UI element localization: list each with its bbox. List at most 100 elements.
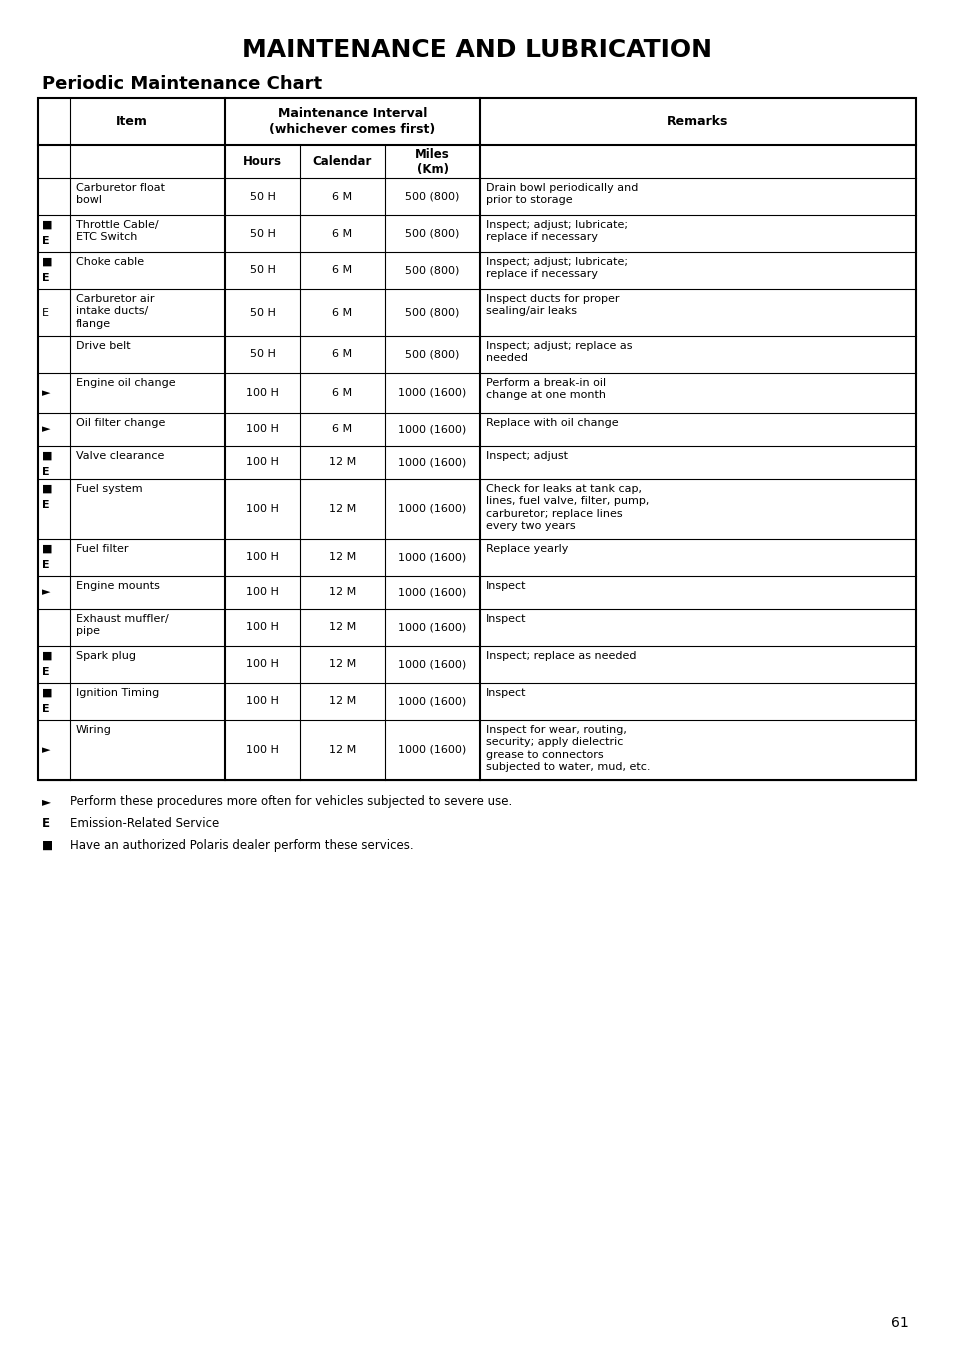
Text: 12 M: 12 M: [329, 504, 355, 514]
Text: ■: ■: [42, 220, 52, 230]
Text: Calendar: Calendar: [313, 155, 372, 168]
Text: Item: Item: [115, 115, 148, 128]
Text: 100 H: 100 H: [246, 622, 278, 633]
Text: 100 H: 100 H: [246, 553, 278, 562]
Text: 6 M: 6 M: [332, 265, 353, 276]
Text: Engine oil change: Engine oil change: [76, 379, 175, 388]
Text: E: E: [42, 307, 49, 318]
Text: MAINTENANCE AND LUBRICATION: MAINTENANCE AND LUBRICATION: [242, 38, 711, 62]
Text: Miles
(Km): Miles (Km): [415, 147, 450, 176]
Text: 12 M: 12 M: [329, 660, 355, 669]
Text: 1000 (1600): 1000 (1600): [398, 457, 466, 468]
Text: ►: ►: [42, 745, 51, 754]
Text: Throttle Cable/
ETC Switch: Throttle Cable/ ETC Switch: [76, 220, 158, 242]
Text: 100 H: 100 H: [246, 660, 278, 669]
Text: ►: ►: [42, 795, 51, 808]
Text: 61: 61: [890, 1315, 908, 1330]
Text: E: E: [42, 466, 50, 477]
Text: Inspect for wear, routing,
security; apply dielectric
grease to connectors
subje: Inspect for wear, routing, security; app…: [485, 725, 650, 772]
Text: 1000 (1600): 1000 (1600): [398, 553, 466, 562]
Text: E: E: [42, 704, 50, 714]
Text: Inspect: Inspect: [485, 688, 526, 698]
Text: Hours: Hours: [243, 155, 282, 168]
Text: 6 M: 6 M: [332, 425, 353, 434]
Text: ►: ►: [42, 388, 51, 397]
Text: Perform a break-in oil
change at one month: Perform a break-in oil change at one mon…: [485, 379, 605, 400]
Text: Oil filter change: Oil filter change: [76, 418, 165, 429]
Text: Replace with oil change: Replace with oil change: [485, 418, 618, 429]
Text: ■: ■: [42, 544, 52, 554]
Text: 50 H: 50 H: [250, 307, 275, 318]
Text: Valve clearance: Valve clearance: [76, 452, 164, 461]
Text: Check for leaks at tank cap,
lines, fuel valve, filter, pump,
carburetor; replac: Check for leaks at tank cap, lines, fuel…: [485, 484, 649, 531]
Text: Wiring: Wiring: [76, 725, 112, 735]
Text: 50 H: 50 H: [250, 228, 275, 238]
Text: Have an authorized Polaris dealer perform these services.: Have an authorized Polaris dealer perfor…: [70, 840, 414, 852]
Text: ■: ■: [42, 484, 52, 493]
Text: 50 H: 50 H: [250, 265, 275, 276]
Text: 500 (800): 500 (800): [405, 350, 459, 360]
Text: ■: ■: [42, 688, 52, 698]
Text: Inspect; adjust; lubricate;
replace if necessary: Inspect; adjust; lubricate; replace if n…: [485, 220, 627, 242]
Text: Engine mounts: Engine mounts: [76, 581, 160, 591]
Text: 12 M: 12 M: [329, 696, 355, 707]
Text: Fuel filter: Fuel filter: [76, 544, 129, 554]
Text: Inspect ducts for proper
sealing/air leaks: Inspect ducts for proper sealing/air lea…: [485, 293, 618, 316]
Text: 12 M: 12 M: [329, 553, 355, 562]
Text: Inspect; adjust: Inspect; adjust: [485, 452, 567, 461]
Text: Replace yearly: Replace yearly: [485, 544, 568, 554]
Text: 100 H: 100 H: [246, 425, 278, 434]
Text: Remarks: Remarks: [666, 115, 728, 128]
Bar: [38, 97, 915, 780]
Text: Carburetor float
bowl: Carburetor float bowl: [76, 183, 165, 206]
Text: 100 H: 100 H: [246, 388, 278, 397]
Text: ■: ■: [42, 257, 52, 266]
Text: 500 (800): 500 (800): [405, 307, 459, 318]
Text: Inspect; adjust; lubricate;
replace if necessary: Inspect; adjust; lubricate; replace if n…: [485, 257, 627, 280]
Text: Choke cable: Choke cable: [76, 257, 144, 266]
Text: 50 H: 50 H: [250, 350, 275, 360]
Text: E: E: [42, 667, 50, 677]
Text: Spark plug: Spark plug: [76, 652, 136, 661]
Text: E: E: [42, 237, 50, 246]
Text: Drive belt: Drive belt: [76, 341, 131, 352]
Text: Inspect: Inspect: [485, 614, 526, 625]
Text: 1000 (1600): 1000 (1600): [398, 622, 466, 633]
Text: Maintenance Interval
(whichever comes first): Maintenance Interval (whichever comes fi…: [269, 107, 436, 137]
Text: Carburetor air
intake ducts/
flange: Carburetor air intake ducts/ flange: [76, 293, 154, 329]
Text: Inspect: Inspect: [485, 581, 526, 591]
Text: 12 M: 12 M: [329, 457, 355, 468]
Text: Inspect; replace as needed: Inspect; replace as needed: [485, 652, 636, 661]
Text: 1000 (1600): 1000 (1600): [398, 504, 466, 514]
Text: 6 M: 6 M: [332, 192, 353, 201]
Text: 100 H: 100 H: [246, 588, 278, 598]
Text: E: E: [42, 500, 50, 510]
Text: Exhaust muffler/
pipe: Exhaust muffler/ pipe: [76, 614, 169, 637]
Text: 6 M: 6 M: [332, 228, 353, 238]
Text: 500 (800): 500 (800): [405, 192, 459, 201]
Text: E: E: [42, 273, 50, 283]
Text: 100 H: 100 H: [246, 696, 278, 707]
Text: 12 M: 12 M: [329, 622, 355, 633]
Text: 1000 (1600): 1000 (1600): [398, 696, 466, 707]
Text: 500 (800): 500 (800): [405, 228, 459, 238]
Text: 6 M: 6 M: [332, 388, 353, 397]
Text: ■: ■: [42, 840, 53, 852]
Text: 500 (800): 500 (800): [405, 265, 459, 276]
Text: ►: ►: [42, 425, 51, 434]
Text: E: E: [42, 817, 50, 830]
Text: 100 H: 100 H: [246, 504, 278, 514]
Text: Emission-Related Service: Emission-Related Service: [70, 817, 219, 830]
Text: 1000 (1600): 1000 (1600): [398, 425, 466, 434]
Text: 1000 (1600): 1000 (1600): [398, 745, 466, 754]
Text: 1000 (1600): 1000 (1600): [398, 388, 466, 397]
Text: 100 H: 100 H: [246, 457, 278, 468]
Text: 12 M: 12 M: [329, 745, 355, 754]
Text: Ignition Timing: Ignition Timing: [76, 688, 159, 698]
Text: 100 H: 100 H: [246, 745, 278, 754]
Text: Inspect; adjust; replace as
needed: Inspect; adjust; replace as needed: [485, 341, 632, 364]
Text: E: E: [42, 560, 50, 571]
Text: 6 M: 6 M: [332, 350, 353, 360]
Text: ►: ►: [42, 588, 51, 598]
Text: 12 M: 12 M: [329, 588, 355, 598]
